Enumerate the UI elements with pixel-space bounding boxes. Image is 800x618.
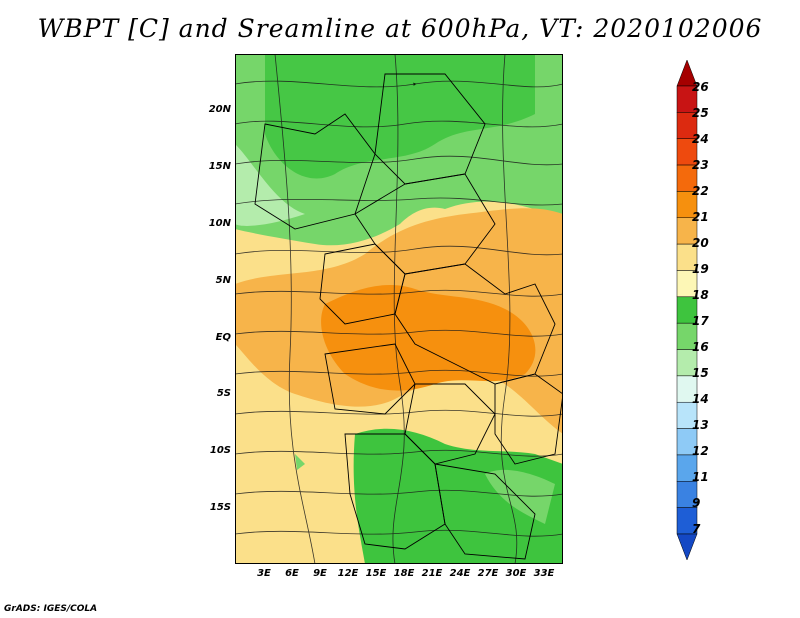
- colorbar-label: 22: [692, 184, 709, 198]
- colorbar-label: 19: [692, 262, 709, 276]
- credit-text: GrADS: IGES/COLA: [4, 604, 98, 614]
- colorbar-label: 18: [692, 288, 709, 302]
- colorbar-label: 17: [692, 314, 709, 328]
- colorbar-label: 14: [692, 392, 709, 406]
- lon-label: 3E: [257, 568, 271, 579]
- lon-label: 6E: [285, 568, 299, 579]
- colorbar-label: 23: [692, 158, 709, 172]
- colorbar-label: 13: [692, 418, 709, 432]
- colorbar-label: 9: [692, 496, 701, 510]
- colorbar-label: 12: [692, 444, 709, 458]
- plot-title: WBPT [C] and Sreamline at 600hPa, VT: 20…: [37, 14, 763, 43]
- lon-label: 15E: [365, 568, 387, 579]
- country-borders: [254, 73, 563, 560]
- colorbar-bottom-arrow: [676, 533, 698, 560]
- lon-label: 27E: [477, 568, 499, 579]
- lat-label: EQ: [215, 332, 231, 343]
- lon-label: 30E: [505, 568, 527, 579]
- lon-label: 24E: [449, 568, 471, 579]
- lon-label: 18E: [393, 568, 415, 579]
- colorbar-label: 16: [692, 340, 709, 354]
- field-green-south-light: [295, 454, 555, 524]
- lat-label: 5N: [215, 275, 231, 286]
- lat-label: 15N: [208, 161, 231, 172]
- lon-label: 21E: [421, 568, 443, 579]
- lat-label: 20N: [208, 104, 231, 115]
- field-green-north-light: [235, 144, 305, 226]
- field-green-south: [353, 428, 563, 564]
- streamlines: [235, 54, 563, 564]
- lon-label: 33E: [533, 568, 555, 579]
- colorbar-label: 26: [692, 80, 709, 94]
- colorbar-label: 15: [692, 366, 709, 380]
- field-green-north-dark: [265, 54, 535, 179]
- colorbar-label: 24: [692, 132, 709, 146]
- colorbar-label: 21: [692, 210, 709, 224]
- lon-label: 9E: [313, 568, 327, 579]
- lat-label: 10N: [208, 218, 231, 229]
- colorbar-label: 11: [692, 470, 709, 484]
- lat-label: 5S: [216, 388, 231, 399]
- colorbar-label: 25: [692, 106, 709, 120]
- weather-map: [235, 54, 563, 564]
- colorbar-label: 20: [692, 236, 709, 250]
- colorbar-label: 7: [692, 522, 701, 536]
- lon-label: 12E: [337, 568, 359, 579]
- field-orange-deep: [321, 284, 536, 391]
- lat-label: 10S: [209, 445, 231, 456]
- lat-label: 15S: [209, 502, 231, 513]
- colorbar: [676, 60, 698, 560]
